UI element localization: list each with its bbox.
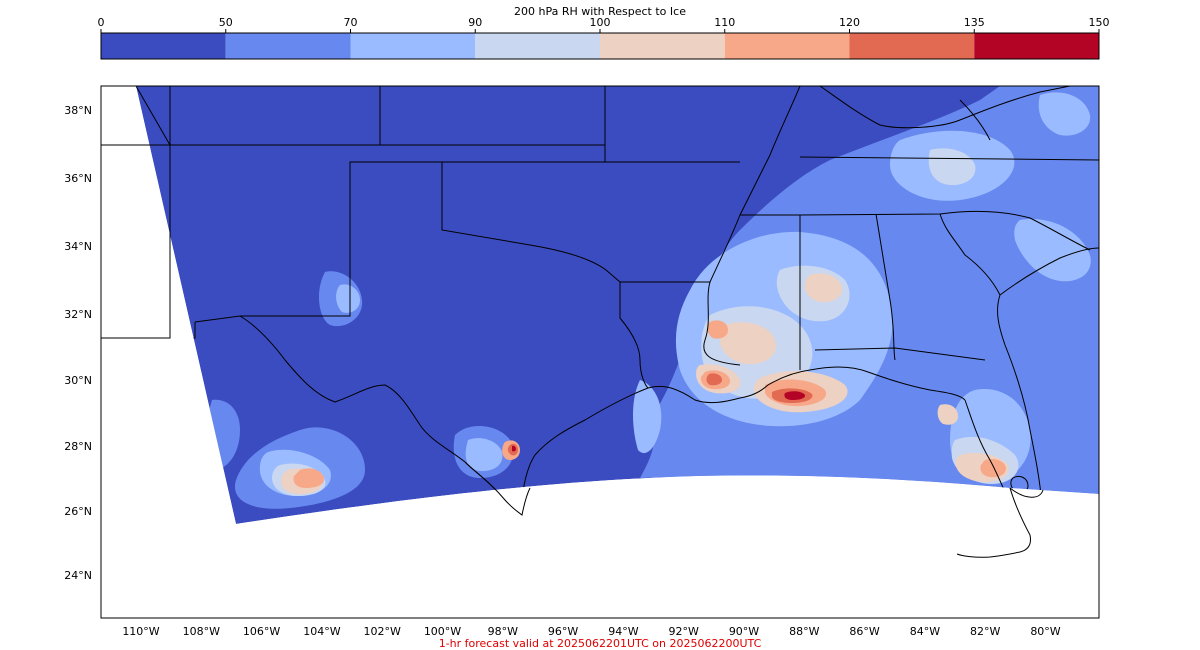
longitude-label: 102°W bbox=[364, 625, 401, 638]
map-panel bbox=[101, 86, 1099, 618]
colorbar-tick-label: 50 bbox=[219, 16, 233, 29]
colorbar-tick-label: 90 bbox=[468, 16, 482, 29]
longitude-labels: 110°W 108°W 106°W 104°W 102°W 100°W 98°W 96°W 94… bbox=[122, 625, 1060, 638]
longitude-label: 86°W bbox=[849, 625, 879, 638]
longitude-label: 100°W bbox=[424, 625, 461, 638]
longitude-label: 92°W bbox=[669, 625, 699, 638]
latitude-label: 34°N bbox=[64, 240, 92, 253]
latitude-label: 26°N bbox=[64, 505, 92, 518]
outside-domain-borders bbox=[101, 86, 1044, 558]
colorbar-segment bbox=[350, 33, 476, 59]
outside-domain-mask bbox=[101, 86, 1099, 618]
longitude-label: 88°W bbox=[789, 625, 819, 638]
latitude-label: 28°N bbox=[64, 440, 92, 453]
rh-135-150-areas bbox=[512, 391, 806, 452]
longitude-label: 98°W bbox=[488, 625, 518, 638]
longitude-label: 96°W bbox=[548, 625, 578, 638]
colorbar-tick-label: 100 bbox=[590, 16, 611, 29]
longitude-label: 108°W bbox=[183, 625, 220, 638]
colorbar-segment bbox=[101, 33, 226, 59]
forecast-caption: 1-hr forecast valid at 2025062201UTC on … bbox=[439, 637, 762, 650]
colorbar-segment bbox=[849, 33, 975, 59]
longitude-label: 104°W bbox=[303, 625, 340, 638]
latitude-label: 24°N bbox=[64, 569, 92, 582]
latitude-label: 30°N bbox=[64, 374, 92, 387]
colorbar-tick-label: 70 bbox=[344, 16, 358, 29]
colorbar-title: 200 hPa RH with Respect to Ice bbox=[514, 5, 686, 18]
colorbar-segment bbox=[974, 33, 1099, 59]
map-frame bbox=[100, 85, 1100, 619]
latitude-label: 38°N bbox=[64, 104, 92, 117]
longitude-label: 110°W bbox=[122, 625, 159, 638]
colorbar-tick-label: 0 bbox=[98, 16, 105, 29]
colorbar-segment bbox=[724, 33, 850, 59]
colorbar-tick-label: 135 bbox=[964, 16, 985, 29]
longitude-label: 82°W bbox=[970, 625, 1000, 638]
colorbar-segment bbox=[225, 33, 351, 59]
longitude-label: 80°W bbox=[1030, 625, 1060, 638]
latitude-labels: 38°N 36°N 34°N 32°N 30°N 28°N 26°N 24°N bbox=[64, 104, 92, 582]
longitude-label: 106°W bbox=[243, 625, 280, 638]
latitude-label: 32°N bbox=[64, 308, 92, 321]
colorbar bbox=[100, 32, 1100, 60]
colorbar-segment bbox=[600, 33, 725, 59]
colorbar-tick-label: 150 bbox=[1089, 16, 1110, 29]
longitude-label: 90°W bbox=[729, 625, 759, 638]
colorbar-tick-label: 110 bbox=[714, 16, 735, 29]
longitude-label: 84°W bbox=[910, 625, 940, 638]
longitude-label: 94°W bbox=[608, 625, 638, 638]
latitude-label: 36°N bbox=[64, 172, 92, 185]
colorbar-tick-label: 120 bbox=[839, 16, 860, 29]
colorbar-ticks: 0 50 70 90 100 110 120 135 150 bbox=[98, 16, 1110, 33]
colorbar-segment bbox=[475, 33, 600, 59]
